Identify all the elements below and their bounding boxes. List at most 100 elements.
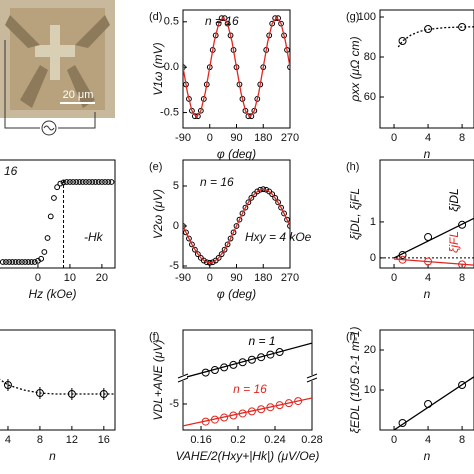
x-tick-label: 8 <box>37 434 43 446</box>
data-point <box>19 259 25 265</box>
plot-area <box>0 179 115 268</box>
data-point <box>51 195 57 201</box>
data-point <box>98 179 105 185</box>
data-point <box>3 381 12 389</box>
x-tick-label: 0.24 <box>264 434 285 446</box>
axis-break <box>306 377 318 383</box>
y-axis-label: V2ω (μV) <box>151 189 165 239</box>
data-point <box>38 255 45 262</box>
x-tick-label: 4 <box>425 272 431 284</box>
axis-break <box>306 373 318 379</box>
fit-line <box>393 258 474 266</box>
data-point <box>3 259 9 265</box>
axis-break-gap <box>308 375 316 381</box>
data-point <box>398 419 407 427</box>
plot-frame <box>0 159 116 269</box>
x-tick-label: -90 <box>175 132 191 144</box>
data-point <box>245 199 252 206</box>
x-tick-label: 270 <box>281 132 299 144</box>
x-tick-label: 0 <box>391 132 397 144</box>
x-axis-label: n <box>424 449 431 463</box>
plot-frame <box>379 9 474 129</box>
data-point <box>201 368 210 377</box>
data-point <box>186 235 192 242</box>
data-point <box>248 194 255 201</box>
x-tick-label: 20 <box>96 272 108 284</box>
data-point <box>6 259 13 265</box>
x-tick-label: 8 <box>459 434 465 446</box>
data-point <box>239 210 246 217</box>
data-point <box>230 229 237 236</box>
fit-line <box>183 16 290 119</box>
fit-line <box>183 397 312 427</box>
series-label: n = 16 <box>233 382 267 396</box>
fit-line <box>183 342 312 379</box>
x-tick-label: 8 <box>459 272 465 284</box>
panel-label: (h) <box>346 161 359 173</box>
y-tick-label: 0.0 <box>164 61 179 73</box>
data-point <box>229 411 238 420</box>
ac-symbol <box>43 125 55 131</box>
y-tick-label: -5 <box>169 260 179 272</box>
fit-line <box>393 376 474 430</box>
axis-break-gap <box>179 375 187 381</box>
x-tick-label: 0.16 <box>190 434 211 446</box>
annotation: 16 <box>4 164 18 178</box>
x-tick-label: 0.28 <box>301 434 322 446</box>
panel: -5 0.16 0.2 0.24 0.28 VAHE/2(Hxy+|Hk|) (μV/Oe… <box>149 329 323 463</box>
x-tick-label: 0 <box>35 272 41 284</box>
data-point <box>275 348 284 357</box>
data-point <box>269 191 276 198</box>
data-point <box>189 241 195 248</box>
data-point <box>12 259 19 265</box>
data-point <box>183 223 186 229</box>
x-tick-label: 4 <box>425 434 431 446</box>
data-point <box>220 413 229 422</box>
lead <box>75 15 110 48</box>
data-point <box>92 179 99 185</box>
data-point <box>206 259 213 266</box>
y-axis-label: V1ω (mV) <box>151 42 165 95</box>
data-point <box>9 259 16 265</box>
data-point <box>424 25 433 33</box>
data-point <box>57 180 64 187</box>
data-point <box>73 179 80 185</box>
data-point <box>424 233 433 242</box>
data-point <box>35 389 44 397</box>
x-tick-label: -90 <box>175 272 191 284</box>
y-tick-label: 1 <box>370 216 376 228</box>
plot-frame <box>379 159 474 269</box>
plot-frame <box>379 329 474 431</box>
data-point <box>70 179 77 185</box>
annotation: n = 16 <box>205 14 239 28</box>
x-tick-label: 0.2 <box>230 434 245 446</box>
x-tick-label: 90 <box>230 132 242 144</box>
data-point <box>458 260 467 268</box>
data-point <box>41 249 48 255</box>
plot-area <box>0 378 115 400</box>
x-axis-label: n <box>49 449 56 463</box>
data-point <box>424 257 433 266</box>
annotation: n = 16 <box>200 175 234 189</box>
data-point <box>191 246 198 253</box>
data-point <box>275 199 282 206</box>
data-point <box>254 188 261 195</box>
y-tick-label: -5 <box>169 398 179 410</box>
data-point <box>210 415 219 424</box>
y-axis-label: ρxx (μΩ cm) <box>348 36 362 102</box>
data-point <box>210 366 219 375</box>
panel-label: (d) <box>149 11 162 23</box>
x-tick-label: 90 <box>230 272 242 284</box>
data-point <box>221 246 228 253</box>
data-point <box>257 405 266 414</box>
y-tick-label: 100 <box>358 11 376 23</box>
x-tick-label: 8 <box>459 132 465 144</box>
x-tick-label: 0 <box>207 132 213 144</box>
data-point <box>28 259 35 265</box>
data-point <box>458 220 467 229</box>
data-point <box>227 235 234 242</box>
fit-line <box>397 26 474 48</box>
x-tick-label: 180 <box>254 132 272 144</box>
panel-label: (i) <box>346 331 356 343</box>
